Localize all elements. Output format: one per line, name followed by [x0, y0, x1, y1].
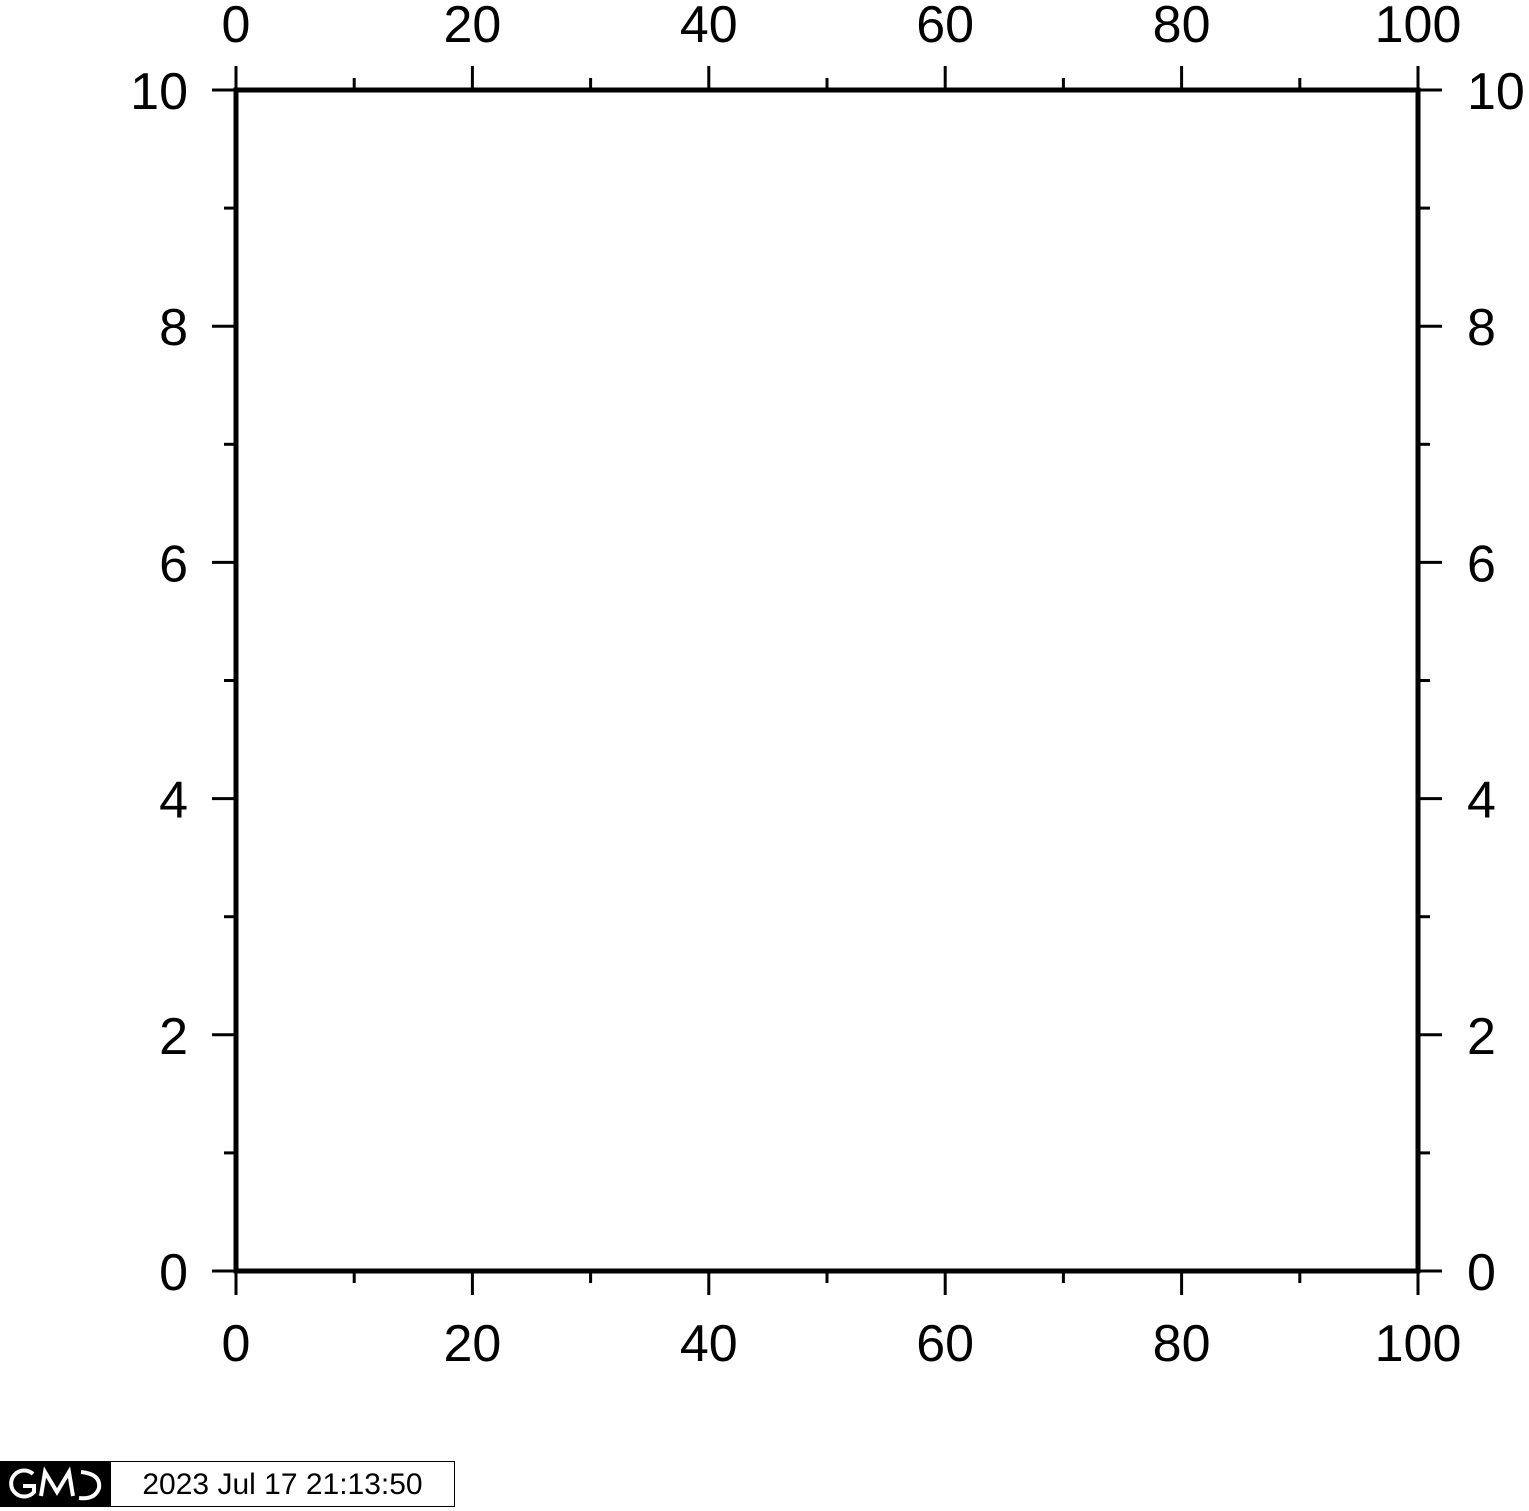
x-tick-label-bottom: 100	[1375, 1315, 1462, 1373]
x-tick-label-top: 0	[222, 0, 251, 54]
y-tick-label-right: 6	[1467, 535, 1496, 593]
y-tick-label-left: 8	[159, 299, 188, 357]
y-tick-label-right: 2	[1467, 1008, 1496, 1066]
x-tick-label-top: 40	[680, 0, 738, 54]
x-tick-label-bottom: 60	[916, 1315, 974, 1373]
timestamp-text: 2023 Jul 17 21:13:50	[111, 1461, 455, 1507]
gmt-timestamp-stamp: 2023 Jul 17 21:13:50	[0, 1461, 455, 1507]
x-tick-label-top: 60	[916, 0, 974, 54]
x-tick-label-top: 100	[1375, 0, 1462, 54]
plot-frame	[233, 87, 1421, 1274]
gmt-logo-icon	[0, 1461, 111, 1507]
y-tick-label-right: 4	[1467, 772, 1496, 830]
x-tick-label-bottom: 20	[443, 1315, 501, 1373]
x-tick-label-bottom: 40	[680, 1315, 738, 1373]
y-tick-label-right: 8	[1467, 299, 1496, 357]
y-tick-label-right: 0	[1467, 1244, 1496, 1302]
y-tick-label-left: 0	[159, 1244, 188, 1302]
plot-area	[236, 90, 1418, 1271]
y-tick-label-left: 6	[159, 535, 188, 593]
y-tick-label-left: 10	[130, 63, 188, 121]
x-tick-label-top: 80	[1153, 0, 1211, 54]
x-tick-label-bottom: 0	[222, 1315, 251, 1373]
y-tick-label-left: 2	[159, 1008, 188, 1066]
y-tick-label-right: 10	[1467, 63, 1525, 121]
x-tick-label-top: 20	[443, 0, 501, 54]
y-tick-label-left: 4	[159, 772, 188, 830]
x-tick-label-bottom: 80	[1153, 1315, 1211, 1373]
